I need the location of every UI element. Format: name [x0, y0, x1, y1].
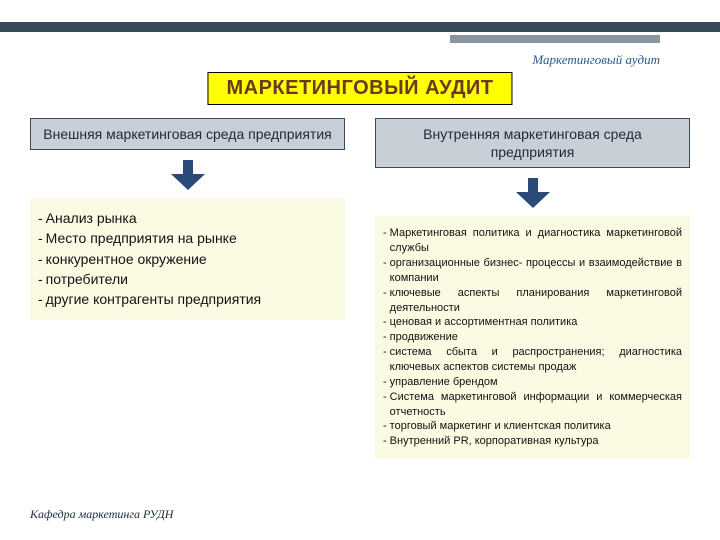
list-item: - торговый маркетинг и клиентская полити…: [383, 419, 682, 434]
list-item: -Внутренний PR, корпоративная культура: [383, 434, 682, 449]
list-item-text: торговый маркетинг и клиентская политика: [390, 419, 682, 434]
list-item: -Система маркетинговой информации и комм…: [383, 390, 682, 420]
dash-icon: -: [383, 390, 390, 420]
dash-icon: -: [38, 208, 46, 228]
list-item: - Место предприятия на рынке: [38, 228, 337, 248]
list-item: - продвижение: [383, 330, 682, 345]
list-item-text: другие контрагенты предприятия: [46, 289, 337, 309]
header-subtitle: Маркетинговый аудит: [532, 52, 660, 68]
left-list-box: -Анализ рынка- Место предприятия на рынк…: [30, 198, 345, 319]
list-item-text: Маркетинговая политика и диагностика мар…: [390, 226, 682, 256]
right-list-box: -Маркетинговая политика и диагностика ма…: [375, 216, 690, 459]
list-item: - потребители: [38, 269, 337, 289]
dash-icon: -: [383, 434, 390, 449]
dash-icon: -: [38, 289, 46, 309]
list-item-text: ценовая и ассортиментная политика: [390, 315, 682, 330]
dash-icon: -: [383, 330, 390, 345]
list-item: - ключевые аспекты планирования маркетин…: [383, 286, 682, 316]
list-item-text: управление брендом: [390, 375, 682, 390]
dash-icon: -: [383, 345, 390, 375]
arrow-down-icon: [516, 178, 550, 208]
dash-icon: -: [383, 226, 390, 256]
list-item-text: Система маркетинговой информации и комме…: [390, 390, 682, 420]
left-column: Внешняя маркетинговая среда предприятия …: [30, 118, 345, 459]
list-item-text: Внутренний PR, корпоративная культура: [390, 434, 682, 449]
arrow-down-icon: [171, 160, 205, 190]
top-accent-bar: [450, 35, 660, 43]
main-title: МАРКЕТИНГОВЫЙ АУДИТ: [207, 72, 512, 105]
dash-icon: -: [38, 249, 46, 269]
dash-icon: -: [383, 256, 390, 286]
list-item-text: конкурентное окружение: [46, 249, 337, 269]
top-dark-bar: [0, 22, 720, 32]
right-column-header: Внутренняя маркетинговая среда предприят…: [375, 118, 690, 168]
list-item-text: система сбыта и распространения; диагнос…: [390, 345, 682, 375]
list-item: - конкурентное окружение: [38, 249, 337, 269]
dash-icon: -: [38, 228, 46, 248]
dash-icon: -: [383, 315, 390, 330]
dash-icon: -: [383, 419, 390, 434]
list-item-text: продвижение: [390, 330, 682, 345]
list-item: - другие контрагенты предприятия: [38, 289, 337, 309]
columns-container: Внешняя маркетинговая среда предприятия …: [30, 118, 690, 459]
dash-icon: -: [383, 375, 390, 390]
right-column: Внутренняя маркетинговая среда предприят…: [375, 118, 690, 459]
list-item-text: организационные бизнес- процессы и взаим…: [390, 256, 682, 286]
list-item: - управление брендом: [383, 375, 682, 390]
list-item: -Маркетинговая политика и диагностика ма…: [383, 226, 682, 256]
list-item-text: ключевые аспекты планирования маркетинго…: [390, 286, 682, 316]
list-item: - организационные бизнес- процессы и вза…: [383, 256, 682, 286]
footer-text: Кафедра маркетинга РУДН: [30, 507, 173, 522]
dash-icon: -: [383, 286, 390, 316]
list-item-text: Место предприятия на рынке: [46, 228, 337, 248]
list-item-text: Анализ рынка: [46, 208, 337, 228]
left-column-header: Внешняя маркетинговая среда предприятия: [30, 118, 345, 150]
list-item: - система сбыта и распространения; диагн…: [383, 345, 682, 375]
list-item: - ценовая и ассортиментная политика: [383, 315, 682, 330]
list-item: -Анализ рынка: [38, 208, 337, 228]
dash-icon: -: [38, 269, 46, 289]
list-item-text: потребители: [46, 269, 337, 289]
